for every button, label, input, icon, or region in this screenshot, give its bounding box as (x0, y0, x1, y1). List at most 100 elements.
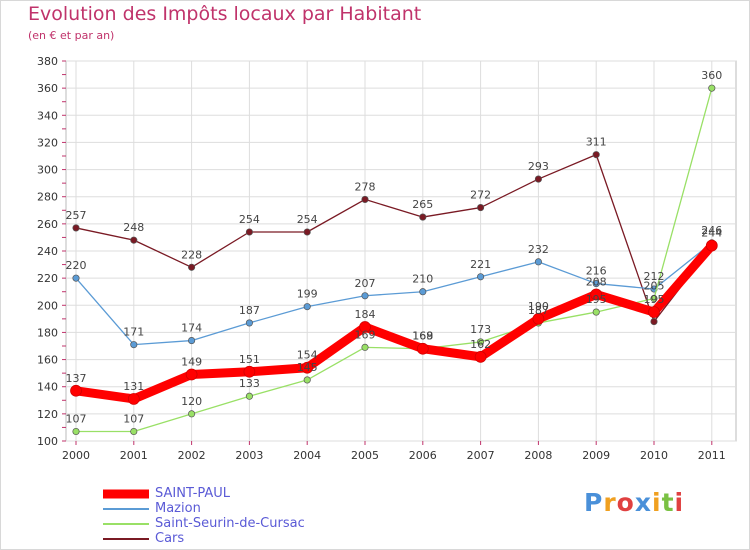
data-point-saint-paul (301, 361, 314, 374)
data-point-saint-seurin-de-cursac (708, 84, 716, 92)
data-label-mazion: 171 (123, 326, 144, 339)
data-label-saint-seurin-de-cursac: 107 (66, 413, 87, 426)
chart-title: Evolution des Impôts locaux par Habitant (28, 3, 422, 25)
data-label-cars: 293 (528, 160, 549, 173)
data-label-mazion: 174 (181, 322, 202, 335)
data-label-saint-paul: 244 (701, 227, 722, 240)
data-label-saint-paul: 149 (181, 356, 202, 369)
data-point-cars (303, 228, 311, 236)
series-line-cars (75, 153, 713, 323)
data-point-cars (592, 151, 600, 159)
data-label-saint-seurin-de-cursac: 133 (239, 377, 260, 390)
data-point-mazion (130, 341, 138, 349)
data-label-saint-seurin-de-cursac: 169 (412, 330, 433, 343)
y-tick-label: 340 (37, 109, 58, 122)
data-label-saint-paul: 131 (123, 380, 144, 393)
data-point-saint-paul (590, 288, 603, 301)
data-point-cars (245, 228, 253, 236)
series-line-saint-seurin-de-cursac (75, 87, 713, 433)
x-tick-label: 2008 (524, 449, 552, 462)
data-label-saint-paul: 162 (470, 338, 491, 351)
data-point-saint-paul (359, 321, 371, 333)
data-label-cars: 248 (123, 221, 144, 234)
data-point-saint-paul (416, 342, 429, 355)
data-point-mazion (534, 258, 542, 266)
data-label-saint-seurin-de-cursac: 120 (181, 395, 202, 408)
legend-label-cars: Cars (155, 531, 185, 546)
data-point-mazion (419, 288, 427, 296)
data-point-mazion (477, 273, 485, 281)
data-label-saint-seurin-de-cursac: 169 (355, 328, 376, 341)
legend-label-mazion: Mazion (155, 501, 201, 516)
y-tick-label: 260 (37, 218, 58, 231)
data-label-cars: 265 (412, 198, 433, 211)
proxiti-logo: Proxiti (584, 488, 684, 517)
data-label-mazion: 216 (586, 265, 607, 278)
x-tick-label: 2011 (698, 449, 726, 462)
data-point-cars (72, 224, 80, 232)
legend-swatch-mazion (103, 507, 149, 510)
y-tick-label: 140 (37, 381, 58, 394)
x-tick-label: 2000 (62, 449, 90, 462)
y-tick-label: 180 (37, 326, 58, 339)
data-point-cars (534, 175, 542, 183)
logo-letter: t (661, 488, 675, 517)
data-point-saint-paul (648, 306, 660, 318)
y-tick-label: 100 (37, 435, 58, 448)
data-point-saint-seurin-de-cursac (592, 308, 600, 316)
logo-letter: o (616, 488, 635, 517)
data-point-mazion (245, 319, 253, 327)
data-point-mazion (592, 280, 600, 288)
data-label-mazion: 187 (239, 304, 260, 317)
data-point-saint-paul (705, 239, 718, 252)
data-point-cars (361, 195, 369, 203)
logo-letter: i (652, 488, 662, 517)
data-point-saint-paul (532, 313, 545, 325)
logo-letter: i (674, 488, 685, 517)
x-tick-label: 2006 (409, 449, 437, 462)
data-point-cars (419, 213, 427, 221)
data-label-cars: 311 (586, 136, 607, 149)
legend-swatch-cars (103, 537, 149, 540)
logo-letter: r (603, 488, 617, 517)
y-tick-label: 300 (37, 164, 58, 177)
data-point-saint-seurin-de-cursac (477, 338, 485, 346)
chart-subtitle: (en € et par an) (28, 29, 115, 42)
data-label-saint-seurin-de-cursac: 195 (586, 293, 607, 306)
data-label-saint-paul: 208 (586, 275, 607, 288)
series-line-saint-paul (71, 241, 717, 404)
x-tick-label: 2004 (293, 449, 321, 462)
series-line-mazion (75, 242, 713, 346)
data-point-saint-seurin-de-cursac (72, 427, 80, 436)
data-point-saint-paul (70, 384, 82, 397)
x-tick-label: 2003 (235, 449, 263, 462)
y-tick-label: 120 (37, 408, 58, 421)
data-label-saint-paul: 195 (644, 293, 665, 306)
data-label-saint-paul: 168 (412, 330, 433, 343)
data-label-mazion: 210 (412, 273, 433, 286)
data-label-saint-seurin-de-cursac: 360 (701, 69, 722, 82)
data-label-saint-seurin-de-cursac: 107 (123, 413, 144, 426)
y-tick-label: 380 (37, 55, 58, 68)
data-point-mazion (72, 274, 80, 282)
data-label-mazion: 246 (701, 224, 722, 237)
data-label-saint-seurin-de-cursac: 145 (297, 361, 318, 374)
data-point-mazion (303, 303, 311, 311)
data-label-saint-seurin-de-cursac: 205 (644, 280, 665, 293)
data-label-saint-paul: 190 (528, 300, 549, 313)
data-label-saint-seurin-de-cursac: 187 (528, 304, 549, 317)
data-label-cars: 228 (181, 248, 202, 261)
data-point-mazion (361, 292, 369, 300)
data-point-saint-seurin-de-cursac (245, 392, 253, 400)
data-label-mazion: 220 (66, 259, 87, 272)
data-label-saint-paul: 184 (355, 308, 376, 321)
y-tick-label: 360 (37, 82, 58, 95)
x-tick-label: 2009 (582, 449, 610, 462)
data-point-saint-paul (185, 368, 198, 381)
data-label-saint-paul: 137 (66, 372, 87, 385)
data-point-saint-seurin-de-cursac (303, 376, 311, 384)
data-label-mazion: 221 (470, 258, 491, 271)
data-label-cars: 257 (66, 209, 87, 222)
data-label-cars: 254 (297, 213, 318, 226)
